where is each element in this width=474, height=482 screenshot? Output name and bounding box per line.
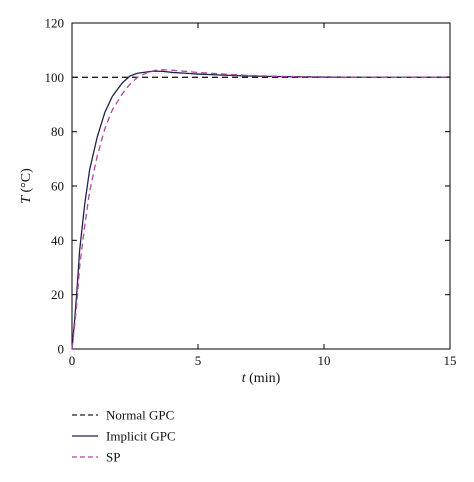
- x-tick-label: 10: [318, 353, 331, 368]
- legend-label: Normal GPC: [106, 408, 174, 423]
- y-tick-label: 80: [51, 124, 64, 139]
- x-axis-var: t: [242, 371, 247, 386]
- series-layer: [71, 69, 451, 350]
- y-tick-label: 40: [51, 233, 64, 248]
- legend-label: Implicit GPC: [106, 429, 176, 444]
- y-axis-var: T: [19, 195, 34, 204]
- legend: Normal GPC Implicit GPC SP: [72, 408, 176, 465]
- y-tick-label: 120: [45, 16, 65, 31]
- series-line-implicit-gpc: [71, 70, 451, 350]
- y-tick-label: 60: [51, 179, 64, 194]
- x-tick-label: 0: [69, 353, 76, 368]
- legend-label: SP: [106, 450, 120, 465]
- plot-area: [71, 22, 451, 350]
- x-axis-label: t (min): [242, 371, 281, 386]
- x-tick-label: 15: [444, 353, 457, 368]
- x-axis-unit: (min): [246, 371, 281, 386]
- y-tick-label: 20: [51, 287, 64, 302]
- y-tick-label: 0: [58, 342, 65, 357]
- y-tick-label: 100: [45, 70, 65, 85]
- x-tick-label: 5: [195, 353, 202, 368]
- y-axis-label: T (°C): [19, 168, 34, 204]
- ticks-layer: 0 5 10 15 0 20 40 60 80 100 120: [45, 16, 457, 369]
- series-line-sp: [71, 69, 451, 350]
- y-axis-unit: (°C): [19, 168, 34, 196]
